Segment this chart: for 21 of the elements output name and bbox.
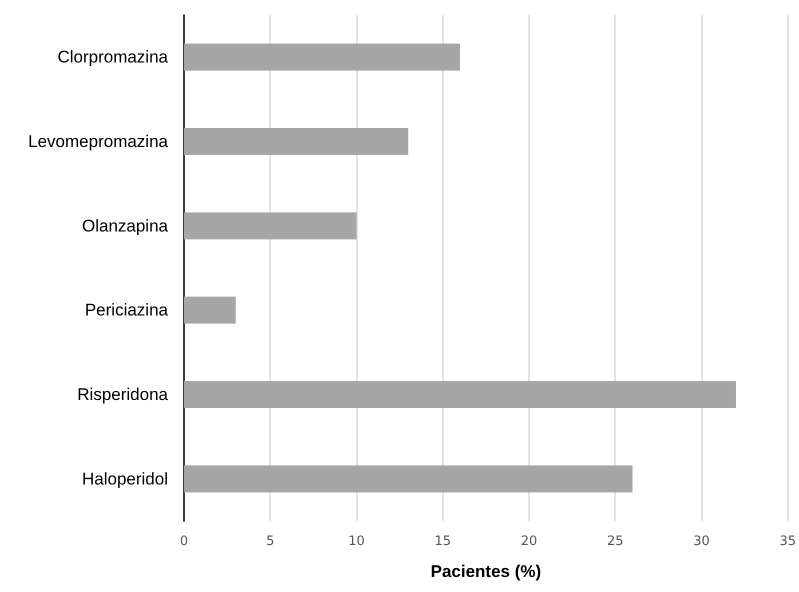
y-tick-label: Olanzapina xyxy=(82,216,169,236)
x-tick-label: 10 xyxy=(348,534,365,549)
y-tick-label: Clorpromazina xyxy=(57,48,169,67)
x-tick-label: 5 xyxy=(266,534,274,549)
bar xyxy=(184,128,408,155)
x-tick-label: 15 xyxy=(434,534,452,549)
y-tick-label: Haloperidol xyxy=(82,469,168,488)
bar xyxy=(184,296,236,324)
x-axis-title: Pacientes (%) xyxy=(430,562,542,581)
x-tick-label: 0 xyxy=(180,534,188,549)
y-tick-label: Periciazina xyxy=(84,300,169,320)
x-tick-label: 20 xyxy=(520,534,538,549)
x-tick-label: 30 xyxy=(693,534,710,549)
bar xyxy=(184,465,632,492)
x-tick-label: 25 xyxy=(606,534,624,549)
y-tick-label: Risperidona xyxy=(77,385,169,404)
y-tick-label: Levomepromazina xyxy=(28,132,169,151)
bar xyxy=(184,381,736,408)
x-tick-label: 35 xyxy=(779,534,796,549)
bar xyxy=(184,44,460,71)
bar xyxy=(184,212,356,240)
